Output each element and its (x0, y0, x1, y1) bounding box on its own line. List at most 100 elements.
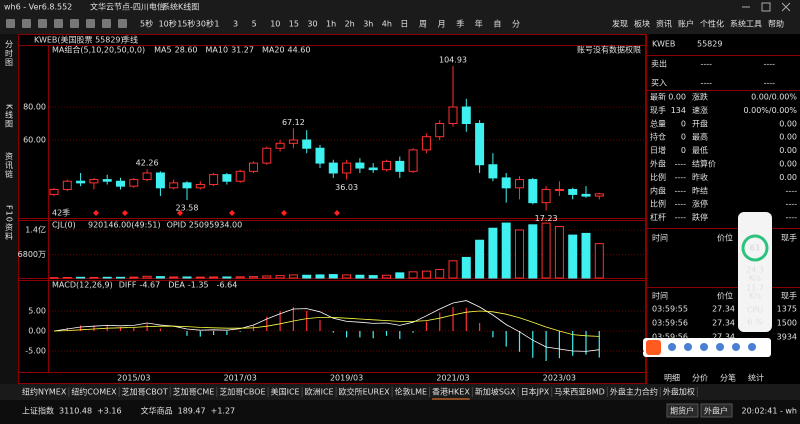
exchange-tab[interactable]: 芝加哥CBOE (219, 387, 265, 397)
candle-body (541, 188, 551, 204)
readout: OPID 25095934.00 (167, 221, 243, 230)
quote-value: ---- (674, 160, 686, 169)
side-tab[interactable]: 资讯链 (5, 151, 14, 179)
quote-label: 日增 (650, 145, 666, 155)
period-button[interactable]: 季 (456, 19, 464, 29)
quote-value: 0.00 (779, 160, 797, 169)
exchange-tab[interactable]: 日本JPX (521, 387, 550, 397)
account-button[interactable] (700, 403, 733, 418)
period-button[interactable]: 分 (512, 20, 520, 29)
period-button[interactable]: 周 (419, 20, 427, 29)
exchange-tab[interactable]: 马来西亚BMD (554, 388, 605, 397)
candle-body (368, 167, 378, 171)
menu-item[interactable]: 帮助 (768, 19, 784, 29)
period-button[interactable]: 年 (475, 19, 483, 29)
candle-body (62, 180, 72, 190)
account-button[interactable] (666, 403, 699, 418)
exchange-tab[interactable]: 外盘主力合约 (610, 387, 658, 397)
period-button[interactable]: 30秒 (196, 19, 214, 29)
candle-body (355, 162, 365, 169)
period-button[interactable]: 15秒 (177, 19, 195, 29)
tick-time: 03:59:56 (652, 333, 688, 342)
exchange-tab[interactable]: 伦敦LME (395, 387, 427, 397)
tick-header: 时间 (652, 291, 668, 301)
quote-value: ---- (785, 200, 797, 209)
side-bar (0, 34, 18, 384)
period-button[interactable]: 月 (438, 20, 446, 29)
quote-tab[interactable]: 分笔 (720, 373, 736, 383)
exchange-tab[interactable]: 香港HKEX (432, 387, 470, 397)
volume-bar (568, 234, 578, 279)
volume-bar (142, 275, 152, 279)
notice: 账号没有数据权限 (577, 45, 641, 55)
quote-value: 0 (681, 119, 686, 128)
period-button[interactable]: 30 (307, 20, 317, 29)
period-button[interactable]: 日 (400, 20, 408, 29)
y-tick-label: 6800万 (18, 250, 46, 259)
toolbar-icons[interactable] (6, 19, 127, 28)
side-tab[interactable]: F10资料 (5, 205, 14, 241)
candle-body (275, 142, 285, 149)
symbol-code: 55829 (697, 40, 722, 49)
quote-value: 0 (681, 146, 686, 155)
menu-item[interactable]: 账户 (678, 19, 694, 29)
indicator-value: 31.27 (231, 46, 254, 55)
period-button[interactable]: 1h (326, 20, 336, 29)
period-button[interactable]: 3 (233, 20, 238, 29)
period-button[interactable]: 10秒 (159, 19, 177, 29)
volume-bar (408, 271, 418, 279)
exchange-tab[interactable]: 欧交所EUREX (339, 387, 391, 397)
chart-title: MACD(12,26,9) (52, 281, 113, 290)
readout: 920146.00(49:51) (88, 221, 161, 230)
exchange-tab[interactable]: 新加坡SGX (475, 387, 516, 397)
period-button[interactable]: 1 (214, 20, 219, 29)
quote-tab[interactable]: 明细 (664, 373, 680, 383)
exchange-tab[interactable]: 纽约NYMEX (22, 387, 67, 397)
candle-body (76, 180, 86, 184)
volume-bar (169, 276, 179, 279)
account-label[interactable]: 期货户 (670, 406, 694, 416)
exchange-tab[interactable]: 外盘加权 (663, 387, 695, 397)
macd-line (53, 310, 600, 337)
volume-bar (475, 239, 485, 279)
menu-item[interactable]: 系统工具 (730, 19, 762, 29)
period-button[interactable]: 5秒 (140, 19, 153, 29)
exchange-tab[interactable]: 欧洲ICE (305, 387, 334, 397)
period-button[interactable]: 15 (289, 20, 299, 29)
exchange-tab[interactable]: 美国ICE (271, 387, 300, 397)
period-button[interactable]: 自 (493, 19, 501, 29)
window-controls[interactable] (742, 2, 791, 12)
menu-item[interactable]: 个性化 (700, 19, 724, 29)
menu-item[interactable]: 板块 (634, 19, 650, 29)
volume-bar (275, 275, 285, 279)
exchange-tab[interactable]: 芝加哥CBOT (122, 387, 168, 397)
exchange-tab[interactable]: 芝加哥CME (173, 387, 215, 397)
quote-label: 现手 (650, 105, 666, 115)
quote-tab[interactable]: 分价 (692, 374, 708, 383)
quote-label: 杠杆 (650, 212, 666, 222)
account-label[interactable]: 外盘户 (704, 406, 728, 416)
high-label: 42.26 (136, 159, 159, 168)
tick-header: 价位 (717, 291, 733, 301)
period-button[interactable]: 10 (270, 20, 280, 29)
period-button[interactable]: 2h (345, 20, 355, 29)
tick-price: 27.34 (712, 319, 735, 328)
quote-tab[interactable]: 统计 (748, 373, 764, 383)
y-tick-label: 80.00 (23, 103, 46, 112)
period-button[interactable]: 5 (252, 20, 257, 29)
period-button[interactable]: 4h (382, 20, 392, 29)
volume-bar (288, 274, 298, 279)
legend-value: -4.67 (140, 281, 161, 290)
view-name: 系统K线图 (162, 2, 199, 12)
quote-label: 昨结 (692, 185, 708, 195)
menu-item[interactable]: 资讯 (656, 19, 672, 29)
exchange-tab[interactable]: 纽约COMEX (71, 387, 117, 397)
side-tab[interactable]: 分时图 (5, 40, 14, 67)
period-button[interactable]: 3h (363, 20, 373, 29)
speed-widget[interactable] (738, 212, 772, 332)
legend-value: -6.64 (217, 281, 238, 290)
speed-unit: K/s (749, 274, 761, 283)
side-tab[interactable]: K线图 (5, 104, 14, 128)
menu-item[interactable]: 发现 (612, 19, 628, 29)
